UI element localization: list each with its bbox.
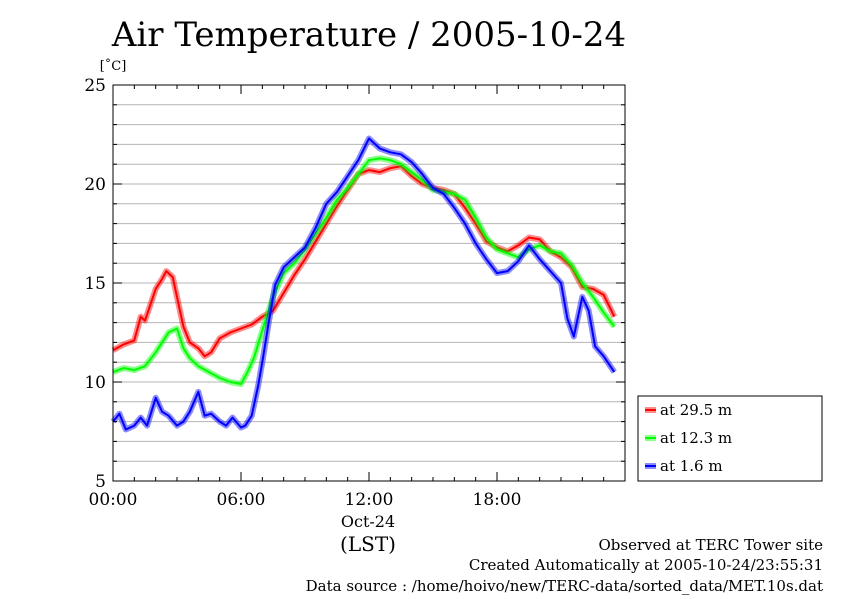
series-halo-2 (110, 135, 617, 433)
legend-label: at 1.6 m (660, 457, 723, 475)
grid-layer (113, 104, 625, 462)
legend-box (637, 395, 823, 482)
chart-title: Air Temperature / 2005-10-24 (111, 15, 626, 55)
footer-source: Data source : /home/hoivo/new/TERC-data/… (306, 577, 823, 595)
series-layer (110, 135, 617, 433)
legend: at 29.5 m at 12.3 m at 1.6 m (637, 395, 823, 482)
series-line-1 (112, 157, 616, 385)
series-line-0 (112, 165, 616, 358)
y-tick-label: 15 (84, 274, 106, 294)
y-tick-label: 10 (84, 373, 106, 393)
axis-layer: 5 10 15 20 25 00:00 06:00 12:00 18:00 (84, 76, 626, 510)
series-halo-1 (111, 155, 617, 387)
x-date-label: Oct-24 (341, 512, 395, 531)
y-tick-label: 20 (84, 175, 106, 195)
footer-created: Created Automatically at 2005-10-24/23:5… (469, 556, 823, 574)
series-line-2 (112, 137, 616, 431)
y-tick-label: 5 (95, 472, 106, 492)
y-axis-unit-label: [˚C] (100, 58, 127, 74)
x-tick-label: 18:00 (473, 490, 522, 510)
x-tick-label: 00:00 (89, 490, 138, 510)
x-tick-label: 12:00 (345, 490, 394, 510)
footer-site: Observed at TERC Tower site (598, 536, 823, 554)
legend-label: at 12.3 m (660, 429, 732, 447)
y-tick-label: 25 (84, 76, 106, 96)
x-axis-label: (LST) (340, 532, 396, 556)
legend-label: at 29.5 m (660, 401, 732, 419)
x-tick-label: 06:00 (217, 490, 266, 510)
